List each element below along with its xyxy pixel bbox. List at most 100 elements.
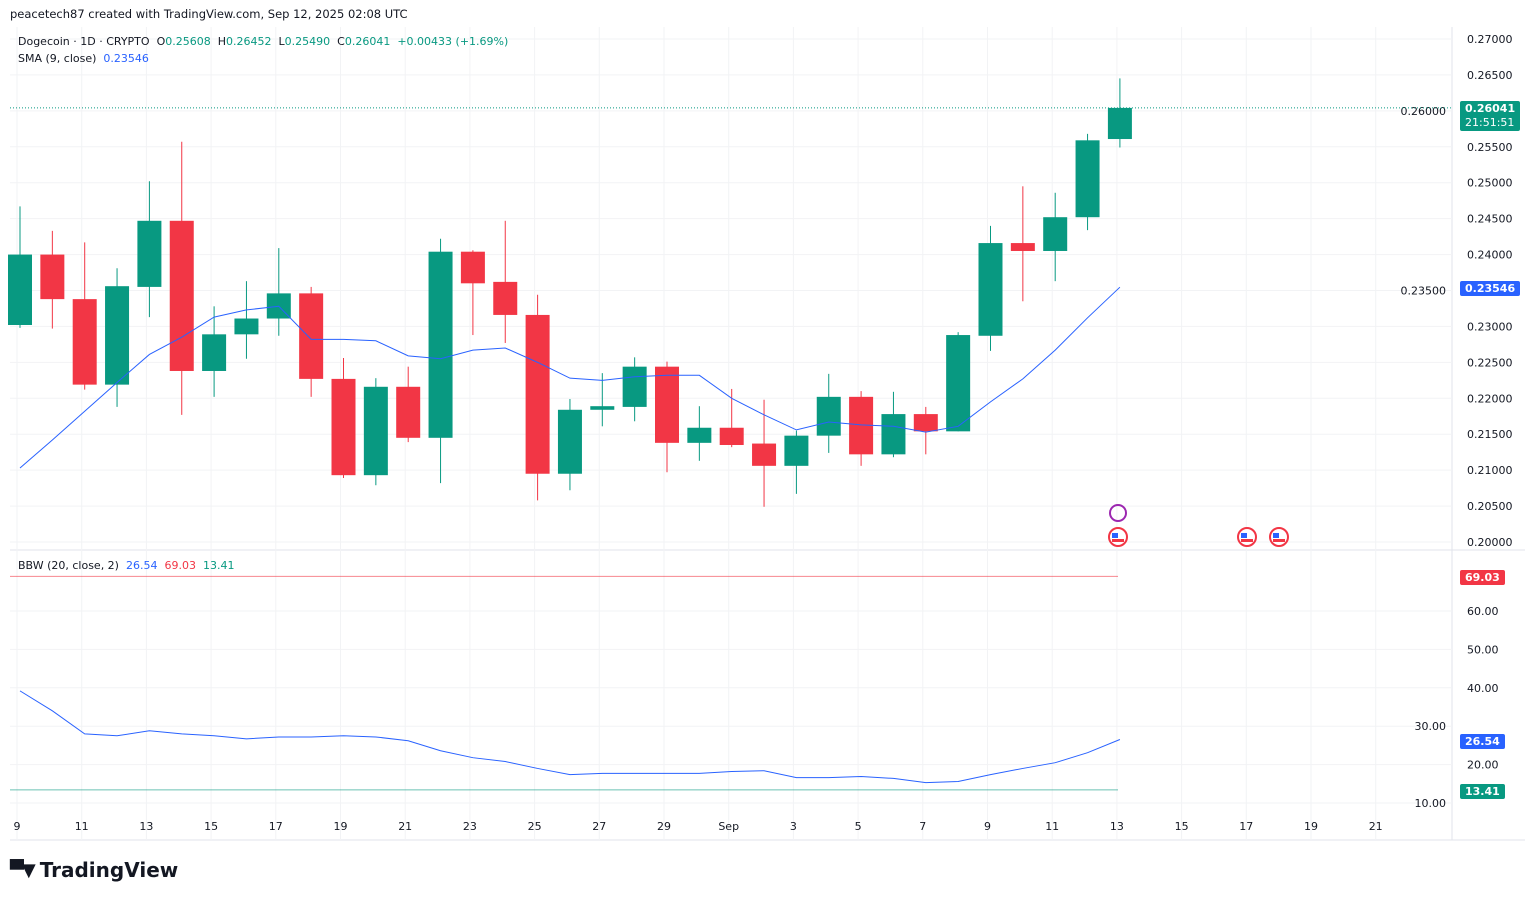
candle-up bbox=[105, 286, 130, 385]
candle-down bbox=[913, 414, 938, 432]
x-tick-label: 25 bbox=[528, 820, 542, 833]
sma-price-badge: 0.23546 bbox=[1460, 281, 1521, 296]
candle-down bbox=[525, 314, 550, 474]
x-tick-label: 3 bbox=[790, 820, 797, 833]
flag-stripe bbox=[1112, 539, 1124, 542]
candle-down bbox=[1010, 243, 1035, 251]
x-tick-label: 15 bbox=[1175, 820, 1189, 833]
candle-down bbox=[752, 443, 777, 466]
y-tick-label: 0.21000 bbox=[1467, 464, 1513, 477]
candle-up bbox=[1043, 217, 1068, 251]
y-tick-label: 0.25000 bbox=[1467, 177, 1513, 190]
x-tick-label: 15 bbox=[204, 820, 218, 833]
low-label: L bbox=[278, 35, 285, 48]
y-tick-label: 0.27000 bbox=[1467, 33, 1513, 46]
high-label: H bbox=[217, 35, 227, 48]
sma-label: SMA (9, close) bbox=[18, 52, 97, 65]
x-tick-label: 9 bbox=[14, 820, 21, 833]
x-tick-label: 19 bbox=[334, 820, 348, 833]
candle-up bbox=[590, 406, 615, 410]
x-tick-label: 13 bbox=[139, 820, 153, 833]
candle-down bbox=[331, 378, 356, 476]
high-value: 0.26452 bbox=[226, 35, 272, 48]
bbw-y-tick-label: 40.00 bbox=[1467, 682, 1499, 695]
x-tick-label: 17 bbox=[1239, 820, 1253, 833]
flag-stripe bbox=[1241, 539, 1253, 542]
candle-down bbox=[719, 427, 744, 445]
bbw-lower-badge: 13.41 bbox=[1460, 784, 1505, 799]
bbw-y-tick-label: 30.00 bbox=[1415, 720, 1447, 733]
open-label: O bbox=[156, 35, 166, 48]
candle-down bbox=[299, 293, 324, 379]
bbw-y-tick-label: 50.00 bbox=[1467, 643, 1499, 656]
bbw-upper-value: 69.03 bbox=[164, 559, 196, 572]
candle-up bbox=[234, 318, 259, 335]
candle-up bbox=[622, 366, 647, 407]
bbw-value-badge: 26.54 bbox=[1460, 734, 1505, 749]
y-tick-label: 0.26500 bbox=[1467, 69, 1513, 82]
y-tick-label: 0.26000 bbox=[1401, 105, 1447, 118]
sma-value: 0.23546 bbox=[103, 52, 149, 65]
y-tick-label: 0.20000 bbox=[1467, 536, 1513, 549]
x-tick-label: 11 bbox=[75, 820, 89, 833]
earnings-event-icon bbox=[1109, 504, 1127, 522]
bbw-y-tick-label: 10.00 bbox=[1415, 797, 1447, 810]
low-value: 0.25490 bbox=[284, 35, 331, 48]
symbol-name[interactable]: Dogecoin · 1D · CRYPTO bbox=[18, 35, 150, 48]
candle-up bbox=[816, 396, 841, 436]
bbw-upper-badge: 69.03 bbox=[1460, 570, 1505, 585]
candle-up bbox=[946, 335, 971, 432]
x-tick-label: 7 bbox=[919, 820, 926, 833]
x-tick-label: Sep bbox=[718, 820, 739, 833]
y-tick-label: 0.24500 bbox=[1467, 213, 1513, 226]
y-tick-label: 0.25500 bbox=[1467, 141, 1513, 154]
x-tick-label: 13 bbox=[1110, 820, 1124, 833]
credit-text: peacetech87 created with TradingView.com… bbox=[10, 7, 408, 21]
x-tick-label: 17 bbox=[269, 820, 283, 833]
x-tick-label: 9 bbox=[984, 820, 991, 833]
candle-up bbox=[978, 243, 1003, 336]
tradingview-logo[interactable]: ▀▼ TradingView bbox=[10, 858, 178, 882]
candle-up bbox=[881, 414, 906, 455]
y-tick-label: 0.22000 bbox=[1467, 392, 1513, 405]
candle-up bbox=[363, 386, 388, 476]
x-tick-label: 21 bbox=[398, 820, 412, 833]
flag-canton bbox=[1273, 533, 1279, 538]
logo-text: TradingView bbox=[39, 858, 179, 882]
x-tick-label: 27 bbox=[592, 820, 606, 833]
candle-down bbox=[493, 281, 518, 315]
y-tick-label: 0.22500 bbox=[1467, 356, 1513, 369]
change-value: +0.00433 (+1.69%) bbox=[397, 35, 509, 48]
candle-up bbox=[1075, 140, 1100, 218]
bbw-y-tick-label: 60.00 bbox=[1467, 605, 1499, 618]
flag-canton bbox=[1241, 533, 1247, 538]
bbw-value: 26.54 bbox=[125, 559, 158, 572]
candle-up bbox=[137, 220, 162, 287]
symbol-legend: Dogecoin · 1D · CRYPTO O0.25608 H0.26452… bbox=[18, 35, 508, 48]
bar-countdown: 21:51:51 bbox=[1465, 116, 1515, 129]
bbw-legend[interactable]: BBW (20, close, 2) 26.54 69.03 13.41 bbox=[18, 559, 234, 572]
candle-up bbox=[784, 435, 809, 466]
candle-up bbox=[202, 334, 227, 371]
x-tick-label: 23 bbox=[463, 820, 477, 833]
candle-down bbox=[40, 254, 65, 300]
sma-legend[interactable]: SMA (9, close) 0.23546 bbox=[18, 52, 149, 65]
candle-down bbox=[460, 251, 485, 284]
candle-down bbox=[655, 366, 679, 443]
bbw-lower-value: 13.41 bbox=[202, 559, 235, 572]
candle-up bbox=[1107, 107, 1132, 140]
sma-line bbox=[19, 286, 1121, 469]
y-tick-label: 0.20500 bbox=[1467, 500, 1513, 513]
close-label: C bbox=[337, 35, 345, 48]
bbw-label: BBW (20, close, 2) bbox=[18, 559, 119, 572]
x-tick-label: 19 bbox=[1304, 820, 1318, 833]
y-tick-label: 0.24000 bbox=[1467, 249, 1513, 262]
x-tick-label: 29 bbox=[657, 820, 671, 833]
candle-up bbox=[557, 409, 582, 474]
tradingview-logo-icon: ▀▼ bbox=[10, 859, 36, 881]
last-price: 0.26041 bbox=[1465, 102, 1516, 115]
candle-down bbox=[169, 220, 194, 371]
x-tick-label: 11 bbox=[1045, 820, 1059, 833]
y-tick-label: 0.21500 bbox=[1467, 428, 1513, 441]
